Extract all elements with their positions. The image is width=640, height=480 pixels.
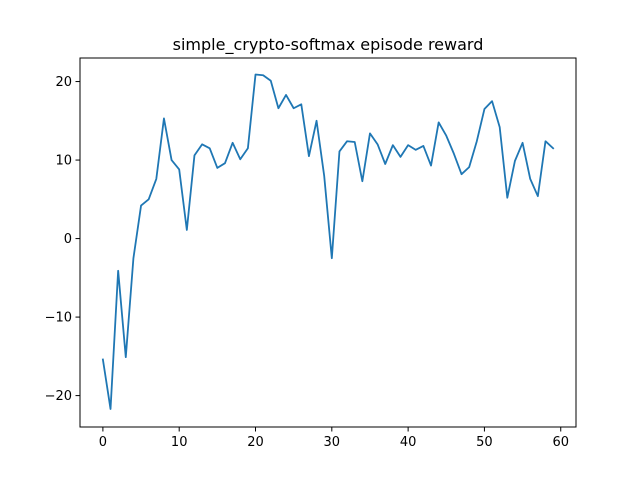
x-tick-label-0: 0 (99, 435, 107, 450)
x-tick-label-50: 50 (476, 435, 493, 450)
y-tick-label-20: 20 (55, 75, 72, 90)
plot-area: 0 10 20 30 40 50 60 −20 −10 0 10 20 (45, 57, 577, 450)
x-tick-label-40: 40 (400, 435, 417, 450)
x-tick-label-10: 10 (171, 435, 188, 450)
y-tick-label-0: 0 (64, 232, 72, 247)
series-line-0 (101, 73, 555, 410)
x-tick-label-60: 60 (552, 435, 569, 450)
y-tick-label--20: −20 (45, 389, 72, 404)
x-tick-label-30: 30 (324, 435, 341, 450)
chart-title: simple_crypto-softmax episode reward (173, 35, 484, 55)
y-tick-label--10: −10 (45, 311, 72, 326)
x-tick-label-20: 20 (247, 435, 264, 450)
axes-frame (79, 57, 577, 428)
y-tick-label-10: 10 (55, 154, 72, 169)
